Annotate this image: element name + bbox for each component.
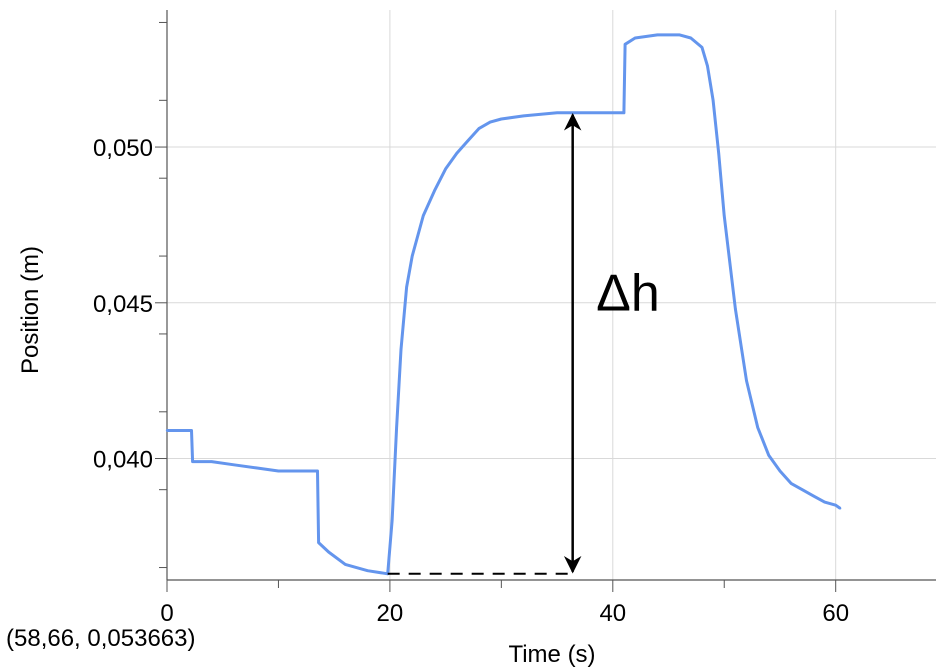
x-tick-label: 0 (160, 600, 173, 627)
annotations: Δh (387, 113, 660, 575)
data-point (812, 494, 815, 498)
data-point (656, 33, 659, 37)
data-point (734, 307, 737, 311)
data-point (399, 348, 403, 351)
data-point (622, 111, 626, 114)
data-point (589, 111, 592, 114)
data-point (477, 127, 481, 130)
data-point (316, 469, 319, 473)
y-tick-label: 0,050 (93, 135, 153, 162)
data-point (466, 139, 470, 143)
data-point (711, 99, 715, 102)
data-point (522, 114, 525, 118)
data-point (706, 64, 709, 68)
data-point (789, 482, 793, 485)
axes (166, 10, 936, 581)
data-point (444, 167, 447, 171)
tick-labels: 0 20 40 60 0,040 0,045 0,050 (93, 135, 849, 627)
y-axis-label: Position (m) (17, 246, 44, 374)
data-point (700, 46, 704, 49)
y-tick-label: 0,040 (93, 447, 153, 474)
data-point (834, 504, 837, 507)
data-point (689, 36, 693, 40)
data-point (405, 286, 408, 289)
grid-lines (167, 10, 936, 580)
data-point (277, 469, 280, 473)
data-point (422, 214, 425, 217)
data-point (344, 563, 347, 566)
data-point (489, 120, 492, 124)
data-point (723, 214, 726, 217)
delta-h-label: Δh (596, 264, 660, 322)
coordinate-readout: (58,66, 0,053663) (6, 625, 196, 652)
x-axis-label: Time (s) (508, 641, 595, 667)
data-point (823, 500, 826, 504)
x-tick-label: 40 (599, 600, 626, 627)
data-point (299, 469, 302, 473)
data-point (210, 460, 213, 463)
data-point (555, 111, 559, 114)
data-point (327, 550, 330, 554)
data-point (767, 454, 771, 457)
data-point (623, 43, 627, 46)
data-point (778, 469, 782, 473)
data-point (801, 488, 804, 491)
data-point (455, 152, 458, 155)
data-point (410, 254, 414, 258)
data-point (717, 152, 720, 155)
data-point (756, 426, 759, 429)
series-layer (165, 33, 842, 576)
data-point (165, 429, 169, 432)
data-point (500, 117, 503, 121)
data-point (433, 189, 436, 192)
data-point (232, 463, 236, 466)
data-point (395, 426, 398, 429)
data-point (317, 541, 320, 544)
y-tick-label: 0,045 (93, 291, 153, 318)
data-point (633, 36, 637, 40)
x-tick-label: 20 (377, 600, 404, 627)
data-point (745, 379, 748, 382)
tick-marks (155, 21, 837, 592)
data-point (366, 569, 369, 572)
series-line (167, 33, 842, 576)
data-point (254, 466, 258, 470)
data-point (838, 507, 842, 510)
data-point (390, 519, 394, 523)
data-point (191, 460, 194, 463)
data-point (678, 33, 681, 37)
x-tick-label: 60 (822, 600, 849, 627)
data-point (190, 429, 193, 432)
